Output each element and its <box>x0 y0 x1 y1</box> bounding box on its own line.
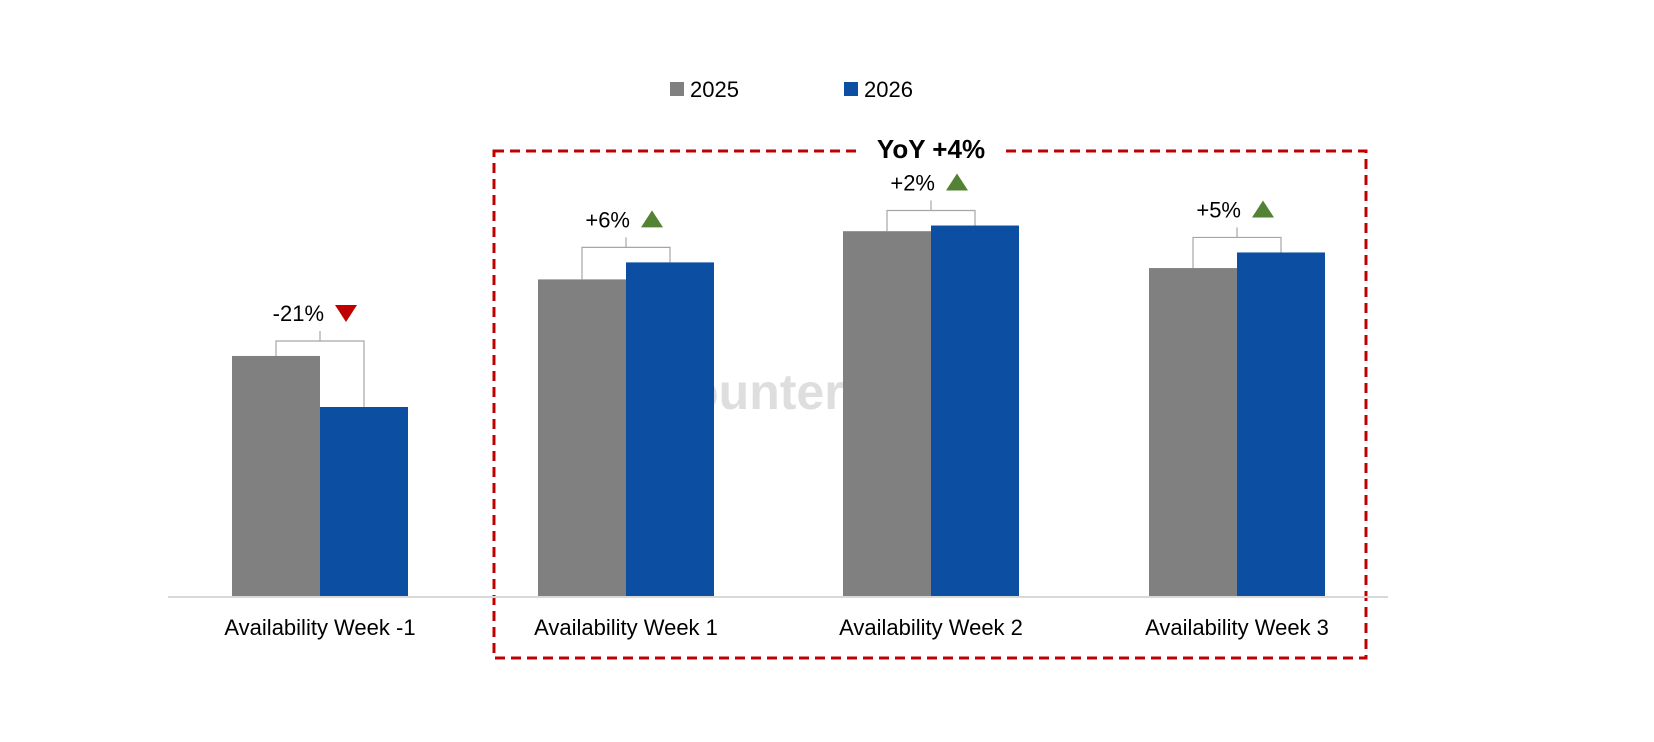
legend-swatch-2026 <box>844 82 858 96</box>
up-arrow-icon-3 <box>946 173 968 191</box>
x-tick-label-3: Availability Week 2 <box>839 615 1023 640</box>
bars <box>232 225 1325 598</box>
legend-label-2025: 2025 <box>690 77 739 102</box>
x-tick-label-2: Availability Week 1 <box>534 615 718 640</box>
bar-2026-2 <box>626 262 714 597</box>
change-label-2: +6% <box>585 207 630 232</box>
change-brackets: -21% +6% +2% +5% <box>273 171 1282 408</box>
change-label-4: +5% <box>1196 197 1241 222</box>
change-label-3: +2% <box>890 171 935 196</box>
x-tick-label-4: Availability Week 3 <box>1145 615 1329 640</box>
bracket-4 <box>1192 236 1282 269</box>
x-axis-labels: Availability Week -1 Availability Week 1 A… <box>224 615 1329 640</box>
down-arrow-icon-1 <box>335 304 357 322</box>
legend-label-2026: 2026 <box>864 77 913 102</box>
bar-2026-4 <box>1237 252 1325 598</box>
bar-2025-4 <box>1149 268 1237 597</box>
legend-swatch-2025 <box>670 82 684 96</box>
bar-2026-1 <box>320 407 408 597</box>
legend: 2025 2026 <box>670 77 913 102</box>
x-tick-label-1: Availability Week -1 <box>224 615 415 640</box>
bar-2026-3 <box>931 225 1019 597</box>
up-arrow-icon-4 <box>1252 200 1274 218</box>
up-arrow-icon-2 <box>641 210 663 228</box>
highlight-label: YoY +4% <box>877 134 985 164</box>
bracket-2 <box>581 246 671 280</box>
highlight-label-bg <box>858 138 1004 166</box>
bar-2025-3 <box>843 231 931 597</box>
highlight-box: YoY +4% <box>492 134 1368 660</box>
change-label-1: -21% <box>273 301 324 326</box>
bar-2025-1 <box>232 355 320 597</box>
bar-2025-2 <box>538 279 626 597</box>
